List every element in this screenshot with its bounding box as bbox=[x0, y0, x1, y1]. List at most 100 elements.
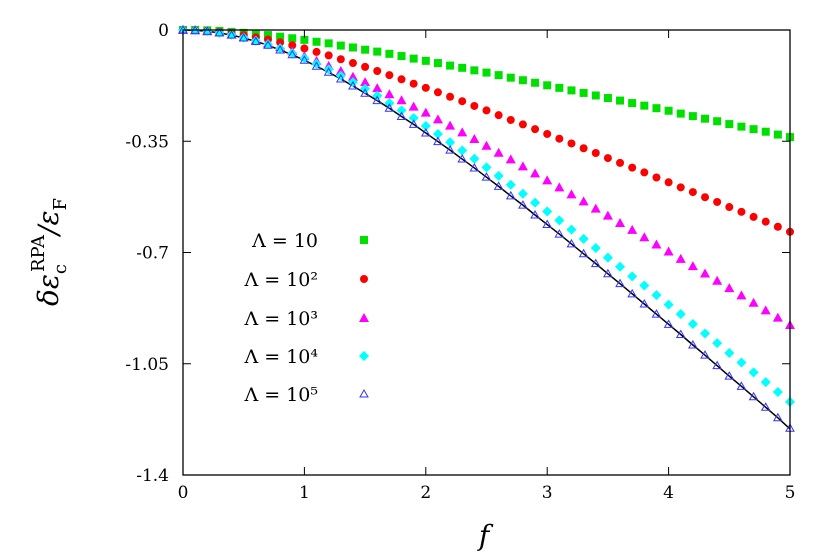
data-point bbox=[300, 35, 309, 44]
x-tick-label: 0 bbox=[178, 483, 189, 503]
data-point bbox=[457, 154, 468, 163]
data-point bbox=[712, 360, 723, 370]
data-point bbox=[312, 47, 321, 56]
data-point bbox=[616, 158, 625, 167]
data-point bbox=[481, 140, 492, 150]
data-point bbox=[713, 117, 722, 126]
data-point bbox=[420, 127, 431, 137]
data-point bbox=[482, 68, 491, 77]
data-point bbox=[361, 62, 370, 71]
legend: Λ = 10 Λ = 10² Λ = 10³ Λ = 10⁴ Λ = 10⁵ bbox=[243, 230, 369, 406]
data-point bbox=[312, 37, 321, 46]
data-point bbox=[700, 350, 710, 359]
data-point bbox=[603, 268, 613, 278]
data-point bbox=[675, 329, 686, 339]
data-point bbox=[700, 268, 711, 278]
data-point bbox=[385, 49, 394, 58]
data-point bbox=[372, 95, 383, 105]
data-point bbox=[505, 154, 516, 164]
data-point bbox=[348, 59, 357, 68]
data-point bbox=[299, 55, 310, 64]
data-point bbox=[736, 357, 747, 368]
y-tick-label: 0 bbox=[158, 21, 169, 41]
data-point bbox=[311, 61, 322, 70]
data-point bbox=[505, 190, 516, 200]
data-point bbox=[336, 55, 345, 64]
data-point bbox=[409, 54, 418, 63]
data-point bbox=[542, 206, 553, 217]
data-point bbox=[470, 66, 479, 75]
data-point bbox=[348, 43, 357, 52]
data-point bbox=[628, 163, 637, 172]
data-point bbox=[397, 75, 406, 84]
data-point bbox=[432, 128, 443, 139]
data-point bbox=[409, 79, 418, 88]
data-point bbox=[748, 391, 759, 401]
data-point bbox=[469, 162, 480, 172]
legend-label: Λ = 10² bbox=[243, 269, 318, 291]
data-point bbox=[531, 78, 540, 87]
data-point bbox=[651, 309, 662, 318]
data-point bbox=[384, 98, 395, 109]
data-point bbox=[603, 94, 612, 103]
data-point bbox=[408, 119, 419, 128]
data-point bbox=[590, 203, 601, 213]
data-point bbox=[773, 130, 782, 139]
data-point bbox=[336, 41, 345, 50]
legend-label: Λ = 10³ bbox=[243, 308, 318, 330]
data-point bbox=[457, 127, 468, 137]
data-point bbox=[724, 347, 735, 358]
data-point bbox=[736, 381, 747, 390]
data-point bbox=[761, 217, 770, 226]
data-point bbox=[773, 222, 782, 231]
data-point bbox=[578, 248, 589, 258]
data-point bbox=[481, 172, 492, 181]
data-point bbox=[725, 203, 734, 212]
x-axis-label: f bbox=[477, 519, 494, 552]
data-point bbox=[458, 97, 467, 106]
data-point bbox=[263, 40, 273, 49]
data-point bbox=[469, 134, 480, 144]
data-point bbox=[664, 178, 673, 187]
y-tick-label: -1.05 bbox=[125, 355, 169, 375]
axis-ticks: 0 1 2 3 4 5 0 -0.35 -0.7 -1.05 -1.4 bbox=[125, 21, 795, 503]
data-point bbox=[688, 339, 698, 349]
data-point bbox=[470, 101, 479, 110]
data-point bbox=[445, 145, 455, 154]
data-point bbox=[652, 173, 661, 182]
data-point bbox=[700, 328, 711, 339]
data-point bbox=[628, 99, 637, 108]
data-point bbox=[433, 59, 442, 68]
data-point bbox=[712, 275, 723, 285]
data-point bbox=[554, 215, 565, 226]
data-point bbox=[408, 101, 419, 111]
data-point bbox=[687, 319, 698, 330]
data-point bbox=[250, 35, 261, 46]
data-point bbox=[373, 47, 382, 56]
data-point bbox=[262, 39, 273, 50]
data-point bbox=[226, 30, 237, 39]
data-point bbox=[688, 112, 697, 121]
data-point bbox=[420, 107, 431, 117]
data-point bbox=[396, 111, 407, 120]
data-point bbox=[517, 161, 528, 171]
data-point bbox=[531, 125, 540, 134]
data-point bbox=[760, 305, 771, 315]
data-point bbox=[323, 64, 334, 75]
data-point bbox=[408, 113, 419, 124]
data-point bbox=[748, 367, 759, 378]
data-point bbox=[518, 120, 527, 129]
data-point bbox=[542, 219, 553, 229]
data-point bbox=[701, 193, 710, 202]
legend-marker bbox=[359, 351, 369, 361]
data-point bbox=[361, 45, 370, 54]
data-point bbox=[530, 168, 541, 178]
data-point bbox=[615, 278, 625, 288]
data-point bbox=[288, 34, 297, 43]
data-point bbox=[639, 232, 650, 242]
x-tick-label: 3 bbox=[542, 483, 553, 503]
data-point bbox=[676, 183, 685, 192]
data-point bbox=[324, 39, 333, 48]
data-point bbox=[469, 153, 480, 164]
